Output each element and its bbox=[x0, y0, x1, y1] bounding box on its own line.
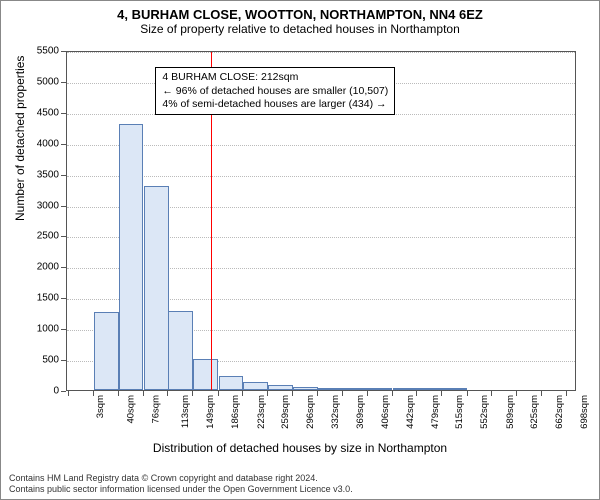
chart-container: 4, BURHAM CLOSE, WOOTTON, NORTHAMPTON, N… bbox=[0, 0, 600, 500]
ytick-mark bbox=[61, 82, 66, 83]
xtick-label: 589sqm bbox=[504, 395, 515, 429]
ytick-label: 1500 bbox=[23, 293, 59, 304]
xtick-label: 76sqm bbox=[150, 395, 161, 424]
histogram-bar bbox=[417, 388, 442, 390]
xtick-mark bbox=[292, 391, 293, 396]
xtick-mark bbox=[218, 391, 219, 396]
ytick-label: 3000 bbox=[23, 200, 59, 211]
ytick-mark bbox=[61, 329, 66, 330]
title-line-2: Size of property relative to detached ho… bbox=[1, 22, 599, 36]
xtick-label: 3sqm bbox=[95, 395, 106, 418]
histogram-bar bbox=[343, 388, 368, 390]
ytick-mark bbox=[61, 298, 66, 299]
xtick-label: 479sqm bbox=[430, 395, 441, 429]
xtick-mark bbox=[491, 391, 492, 396]
xtick-label: 332sqm bbox=[330, 395, 341, 429]
x-axis-label: Distribution of detached houses by size … bbox=[1, 441, 599, 455]
xtick-mark bbox=[242, 391, 243, 396]
xtick-mark bbox=[516, 391, 517, 396]
ytick-label: 3500 bbox=[23, 169, 59, 180]
histogram-bar bbox=[318, 388, 343, 390]
ytick-mark bbox=[61, 51, 66, 52]
annotation-line-1: 4 BURHAM CLOSE: 212sqm bbox=[162, 71, 388, 84]
plot-area: 4 BURHAM CLOSE: 212sqm← 96% of detached … bbox=[66, 51, 576, 391]
xtick-label: 296sqm bbox=[305, 395, 316, 429]
ytick-mark bbox=[61, 360, 66, 361]
histogram-bar bbox=[243, 382, 268, 390]
xtick-label: 113sqm bbox=[180, 395, 191, 428]
annotation-line-3: 4% of semi-detached houses are larger (4… bbox=[162, 98, 388, 111]
ytick-label: 1000 bbox=[23, 324, 59, 335]
histogram-bar bbox=[144, 186, 169, 390]
histogram-bar bbox=[219, 376, 244, 390]
ytick-label: 2500 bbox=[23, 231, 59, 242]
xtick-label: 406sqm bbox=[380, 395, 391, 429]
xtick-label: 698sqm bbox=[578, 395, 589, 429]
xtick-mark bbox=[441, 391, 442, 396]
attribution-footer: Contains HM Land Registry data © Crown c… bbox=[9, 473, 353, 495]
xtick-label: 186sqm bbox=[230, 395, 241, 429]
xtick-mark bbox=[118, 391, 119, 396]
xtick-mark bbox=[416, 391, 417, 396]
ytick-label: 5000 bbox=[23, 76, 59, 87]
xtick-mark bbox=[467, 391, 468, 396]
xtick-mark bbox=[93, 391, 94, 396]
xtick-mark bbox=[167, 391, 168, 396]
xtick-mark bbox=[143, 391, 144, 396]
ytick-mark bbox=[61, 175, 66, 176]
ytick-mark bbox=[61, 391, 66, 392]
ytick-mark bbox=[61, 144, 66, 145]
ytick-label: 0 bbox=[23, 386, 59, 397]
ytick-mark bbox=[61, 113, 66, 114]
histogram-bar bbox=[368, 388, 393, 390]
xtick-mark bbox=[192, 391, 193, 396]
xtick-label: 662sqm bbox=[554, 395, 565, 429]
ytick-mark bbox=[61, 236, 66, 237]
histogram-bar bbox=[293, 387, 318, 390]
histogram-bar bbox=[193, 359, 218, 390]
xtick-label: 369sqm bbox=[355, 395, 366, 429]
xtick-label: 223sqm bbox=[255, 395, 266, 429]
ytick-label: 500 bbox=[23, 355, 59, 366]
xtick-mark bbox=[317, 391, 318, 396]
title-line-1: 4, BURHAM CLOSE, WOOTTON, NORTHAMPTON, N… bbox=[1, 7, 599, 22]
title-block: 4, BURHAM CLOSE, WOOTTON, NORTHAMPTON, N… bbox=[1, 1, 599, 36]
annotation-line-2: ← 96% of detached houses are smaller (10… bbox=[162, 85, 388, 98]
histogram-bar bbox=[393, 388, 418, 390]
xtick-label: 442sqm bbox=[404, 395, 415, 429]
xtick-mark bbox=[68, 391, 69, 396]
xtick-label: 149sqm bbox=[205, 395, 216, 429]
xtick-mark bbox=[541, 391, 542, 396]
xtick-label: 40sqm bbox=[126, 395, 137, 424]
histogram-bar bbox=[168, 311, 193, 390]
ytick-label: 4000 bbox=[23, 138, 59, 149]
ytick-label: 5500 bbox=[23, 46, 59, 57]
histogram-bar bbox=[442, 388, 467, 390]
xtick-mark bbox=[566, 391, 567, 396]
xtick-mark bbox=[392, 391, 393, 396]
xtick-mark bbox=[342, 391, 343, 396]
ytick-mark bbox=[61, 206, 66, 207]
xtick-label: 515sqm bbox=[454, 395, 465, 429]
xtick-label: 259sqm bbox=[280, 395, 291, 429]
histogram-bar bbox=[94, 312, 119, 390]
histogram-bar bbox=[119, 124, 144, 390]
footer-line-2: Contains public sector information licen… bbox=[9, 484, 353, 495]
ytick-label: 4500 bbox=[23, 107, 59, 118]
footer-line-1: Contains HM Land Registry data © Crown c… bbox=[9, 473, 353, 484]
histogram-bar bbox=[268, 385, 293, 390]
xtick-label: 625sqm bbox=[529, 395, 540, 429]
ytick-label: 2000 bbox=[23, 262, 59, 273]
gridline bbox=[67, 52, 575, 53]
ytick-mark bbox=[61, 267, 66, 268]
annotation-box: 4 BURHAM CLOSE: 212sqm← 96% of detached … bbox=[155, 67, 395, 114]
xtick-mark bbox=[267, 391, 268, 396]
xtick-mark bbox=[367, 391, 368, 396]
xtick-label: 552sqm bbox=[479, 395, 490, 429]
